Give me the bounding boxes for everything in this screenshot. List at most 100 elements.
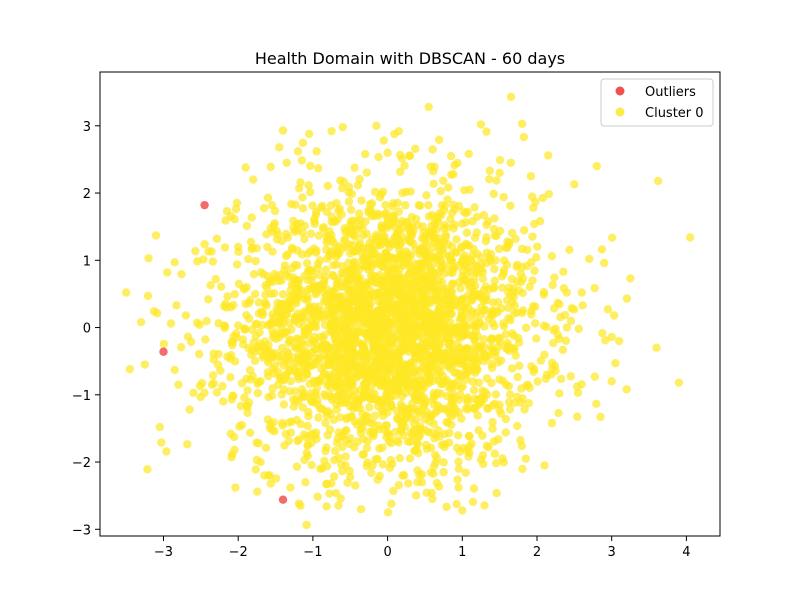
x-tick-label: 2 xyxy=(533,545,541,560)
cluster-0-point xyxy=(480,322,489,331)
cluster-0-point xyxy=(504,398,514,407)
cluster-0-point xyxy=(480,335,489,344)
cluster-0-point xyxy=(194,349,204,359)
cluster-0-point xyxy=(193,257,202,266)
cluster-0-point xyxy=(322,238,331,247)
cluster-0-point xyxy=(378,301,387,310)
cluster-0-point xyxy=(521,454,530,463)
cluster-0-point xyxy=(317,203,326,212)
legend-label-cluster-0: Cluster 0 xyxy=(645,106,704,121)
cluster-0-point xyxy=(261,290,270,299)
cluster-0-point xyxy=(361,307,370,316)
cluster-0-point xyxy=(200,239,209,249)
cluster-0-point xyxy=(312,288,321,297)
cluster-0-point xyxy=(301,478,310,487)
cluster-0-point xyxy=(440,221,449,230)
cluster-0-point xyxy=(350,163,359,172)
cluster-0-point xyxy=(325,425,335,434)
cluster-0-point xyxy=(293,261,302,270)
cluster-0-point xyxy=(526,172,536,181)
cluster-0-point xyxy=(553,298,562,308)
cluster-0-point xyxy=(609,311,619,320)
cluster-0-point xyxy=(300,314,310,324)
cluster-0-point xyxy=(248,175,258,184)
cluster-0-point xyxy=(430,162,439,171)
cluster-0-point xyxy=(264,372,273,381)
cluster-0-point xyxy=(394,480,404,490)
cluster-0-point xyxy=(370,411,380,420)
cluster-0-point xyxy=(439,176,448,185)
cluster-0-point xyxy=(372,121,381,130)
cluster-0-point xyxy=(336,494,345,503)
cluster-0-point xyxy=(439,467,448,477)
cluster-0-point xyxy=(458,294,468,303)
cluster-0-point xyxy=(216,366,225,375)
cluster-0-point xyxy=(490,264,499,274)
cluster-0-point xyxy=(327,126,336,136)
cluster-0-point xyxy=(622,385,631,394)
cluster-0-point xyxy=(252,319,262,329)
cluster-0-point xyxy=(406,428,415,438)
cluster-0-point xyxy=(220,323,229,333)
cluster-0-point xyxy=(499,458,509,467)
cluster-0-point xyxy=(346,220,355,229)
cluster-0-point xyxy=(470,394,479,404)
cluster-0-point xyxy=(458,382,467,391)
cluster-0-point xyxy=(242,221,252,231)
cluster-0-point xyxy=(520,405,529,414)
cluster-0-point xyxy=(468,217,477,226)
cluster-0-point xyxy=(512,262,521,272)
cluster-0-point xyxy=(407,331,417,341)
cluster-0-point xyxy=(550,273,559,282)
cluster-0-point xyxy=(378,328,388,337)
cluster-0-point xyxy=(170,365,179,375)
cluster-0-point xyxy=(253,388,263,398)
cluster-0-point xyxy=(435,337,444,347)
cluster-0-point xyxy=(614,336,624,346)
cluster-0-point xyxy=(140,360,150,369)
cluster-0-point xyxy=(473,358,482,368)
cluster-0-point xyxy=(450,393,459,403)
cluster-0-point xyxy=(298,138,308,148)
cluster-0-point xyxy=(230,290,239,299)
cluster-0-point xyxy=(430,321,440,331)
cluster-0-point xyxy=(343,278,352,287)
cluster-0-point xyxy=(415,432,424,441)
cluster-0-point xyxy=(397,254,406,263)
cluster-0-point xyxy=(278,289,288,299)
cluster-0-point xyxy=(376,240,385,250)
cluster-0-point xyxy=(462,241,472,250)
cluster-0-point xyxy=(281,304,290,313)
cluster-0-point xyxy=(507,364,517,373)
cluster-0-point xyxy=(506,290,516,300)
cluster-0-point xyxy=(229,432,239,442)
cluster-0-point xyxy=(444,252,453,261)
cluster-0-point xyxy=(429,179,438,189)
cluster-0-point xyxy=(366,327,375,337)
cluster-0-point xyxy=(506,201,515,211)
cluster-0-point xyxy=(467,309,476,318)
cluster-0-point xyxy=(428,494,437,504)
cluster-0-point xyxy=(367,311,376,320)
cluster-0-point xyxy=(355,174,364,184)
cluster-0-point xyxy=(549,338,558,348)
cluster-0-point xyxy=(489,437,499,446)
cluster-0-point xyxy=(390,279,400,288)
cluster-0-point xyxy=(254,438,263,448)
cluster-0-point xyxy=(270,289,279,298)
cluster-0-point xyxy=(516,277,526,287)
cluster-0-point xyxy=(309,376,318,386)
cluster-0-point xyxy=(492,231,501,240)
cluster-0-point xyxy=(378,443,387,452)
cluster-0-point xyxy=(530,266,539,275)
cluster-0-point xyxy=(469,484,479,493)
cluster-0-point xyxy=(390,129,399,139)
cluster-0-point xyxy=(227,453,236,462)
cluster-0-point xyxy=(306,161,315,171)
cluster-0-point xyxy=(409,318,418,327)
cluster-0-point xyxy=(567,304,576,313)
cluster-0-point xyxy=(321,265,331,274)
cluster-0-point xyxy=(399,303,408,312)
cluster-0-point xyxy=(420,346,429,355)
cluster-0-point xyxy=(542,322,551,331)
